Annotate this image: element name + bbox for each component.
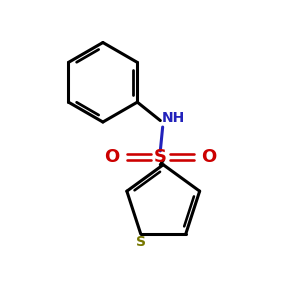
Text: O: O	[202, 148, 217, 166]
Text: O: O	[104, 148, 119, 166]
Text: S: S	[154, 148, 167, 166]
Text: S: S	[136, 236, 146, 249]
Text: NH: NH	[162, 111, 185, 125]
